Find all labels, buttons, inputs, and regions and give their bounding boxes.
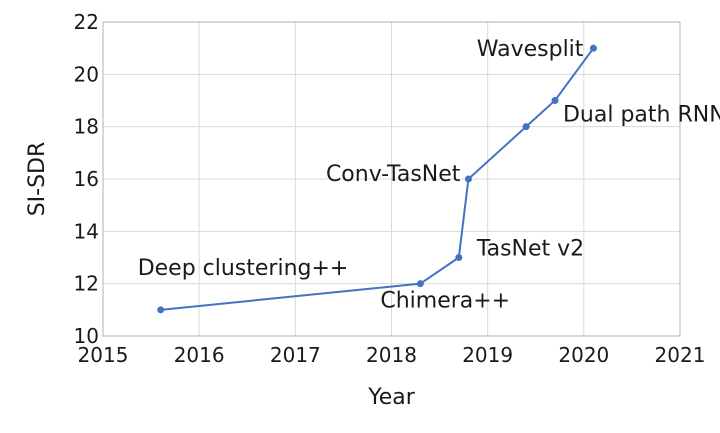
point-annotation: Conv-TasNet <box>326 162 461 187</box>
y-tick-label: 12 <box>74 272 99 296</box>
point-annotation: Dual path RNN <box>563 103 720 128</box>
x-axis-label: Year <box>367 385 416 410</box>
point-annotation: Chimera++ <box>380 289 510 314</box>
data-point <box>522 123 530 131</box>
x-tick-label: 2021 <box>655 343 706 367</box>
data-point <box>455 254 463 261</box>
data-point <box>157 306 165 314</box>
y-tick-label: 10 <box>74 324 99 348</box>
plot-border <box>102 21 681 337</box>
x-tick-label: 2015 <box>78 343 129 367</box>
x-tick-labels: 2015 2016 2017 2018 2019 2020 2021 <box>78 343 706 367</box>
y-tick-label: 18 <box>74 115 99 139</box>
annotations: Deep clustering++ Chimera++ TasNet v2 Conv-… <box>138 37 720 314</box>
data-point <box>416 280 424 288</box>
x-tick-label: 2019 <box>462 343 513 367</box>
y-tick-label: 14 <box>74 219 99 243</box>
data-point <box>551 97 559 104</box>
y-tick-label: 16 <box>74 167 99 191</box>
x-tick-label: 2016 <box>174 343 225 367</box>
y-tick-labels: 10 12 14 16 18 20 22 <box>74 10 99 348</box>
y-tick-label: 22 <box>74 10 99 34</box>
x-tick-label: 2018 <box>366 343 417 367</box>
y-axis-label: SI-SDR <box>25 142 50 217</box>
x-tick-label: 2020 <box>558 343 609 367</box>
data-point <box>464 175 472 183</box>
point-annotation: Wavesplit <box>477 37 584 62</box>
data-point <box>589 44 597 52</box>
y-tick-label: 20 <box>74 62 99 86</box>
point-annotation: TasNet v2 <box>476 237 584 262</box>
series <box>157 44 597 314</box>
point-annotation: Deep clustering++ <box>138 256 349 281</box>
x-tick-label: 2017 <box>270 343 321 367</box>
